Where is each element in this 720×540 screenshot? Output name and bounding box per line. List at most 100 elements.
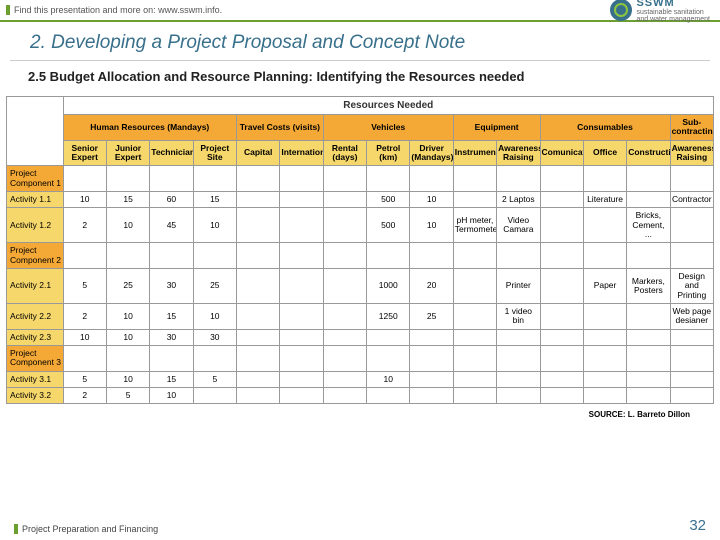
- topbar-text: Find this presentation and more on: www.…: [6, 5, 222, 15]
- data-cell: [540, 269, 583, 304]
- data-cell: [453, 388, 496, 404]
- data-cell: [497, 166, 540, 192]
- data-cell: Web page desianer: [670, 304, 713, 330]
- data-cell: 25: [410, 304, 453, 330]
- data-cell: [236, 329, 279, 345]
- data-cell: Contractor: [670, 191, 713, 207]
- data-cell: [453, 269, 496, 304]
- data-cell: [583, 388, 626, 404]
- data-cell: [323, 371, 366, 387]
- data-cell: [323, 191, 366, 207]
- component-row-label: Project Component 2: [7, 243, 64, 269]
- data-cell: [367, 388, 410, 404]
- activity-row-label: Activity 1.2: [7, 208, 64, 243]
- data-cell: [453, 346, 496, 372]
- data-cell: [150, 243, 193, 269]
- data-cell: [323, 388, 366, 404]
- data-cell: Literature: [583, 191, 626, 207]
- group-header: Consumables: [540, 114, 670, 140]
- data-cell: [540, 346, 583, 372]
- data-cell: 2: [63, 388, 106, 404]
- data-cell: [323, 346, 366, 372]
- data-cell: [410, 329, 453, 345]
- data-cell: [627, 329, 670, 345]
- source-credit: SOURCE: L. Barreto Dillon: [0, 404, 720, 419]
- data-cell: [540, 166, 583, 192]
- data-cell: [280, 243, 323, 269]
- sub-header: Comunication: [540, 140, 583, 166]
- data-cell: 2 Laptos: [497, 191, 540, 207]
- data-cell: [236, 269, 279, 304]
- data-cell: [367, 243, 410, 269]
- data-cell: [583, 166, 626, 192]
- data-cell: [453, 304, 496, 330]
- data-cell: [236, 371, 279, 387]
- sub-header: Office: [583, 140, 626, 166]
- data-cell: [670, 243, 713, 269]
- data-cell: 10: [150, 388, 193, 404]
- logo-sub1: sustainable sanitation: [636, 9, 710, 16]
- group-header: Human Resources (Mandays): [63, 114, 236, 140]
- sub-header: Awareness Raising: [670, 140, 713, 166]
- sub-header: Petrol (km): [367, 140, 410, 166]
- data-cell: 2: [63, 208, 106, 243]
- data-cell: [280, 304, 323, 330]
- group-header: Sub-contracting: [670, 114, 713, 140]
- data-cell: 25: [193, 269, 236, 304]
- data-cell: 1250: [367, 304, 410, 330]
- data-cell: [280, 191, 323, 207]
- group-header: Equipment: [453, 114, 540, 140]
- data-cell: [236, 304, 279, 330]
- sub-header: Instruments: [453, 140, 496, 166]
- data-cell: [540, 304, 583, 330]
- data-cell: [453, 329, 496, 345]
- data-cell: [63, 346, 106, 372]
- data-cell: [323, 166, 366, 192]
- data-cell: [323, 304, 366, 330]
- sub-header: Capital: [236, 140, 279, 166]
- data-cell: 45: [150, 208, 193, 243]
- activity-row-label: Activity 1.1: [7, 191, 64, 207]
- data-cell: [627, 191, 670, 207]
- data-cell: [280, 346, 323, 372]
- data-cell: [63, 166, 106, 192]
- data-cell: [236, 166, 279, 192]
- data-cell: Video Camara: [497, 208, 540, 243]
- activity-row-label: Activity 3.2: [7, 388, 64, 404]
- group-header: Vehicles: [323, 114, 453, 140]
- data-cell: 5: [193, 371, 236, 387]
- data-cell: 5: [63, 371, 106, 387]
- data-cell: 20: [410, 269, 453, 304]
- data-cell: [670, 166, 713, 192]
- data-cell: 30: [150, 329, 193, 345]
- data-cell: [236, 191, 279, 207]
- data-cell: Bricks, Cement, ...: [627, 208, 670, 243]
- component-row-label: Project Component 1: [7, 166, 64, 192]
- activity-row-label: Activity 2.3: [7, 329, 64, 345]
- data-cell: 10: [410, 191, 453, 207]
- data-cell: [583, 371, 626, 387]
- data-cell: [193, 166, 236, 192]
- data-cell: [280, 371, 323, 387]
- data-cell: [453, 243, 496, 269]
- data-cell: [367, 166, 410, 192]
- data-cell: 10: [367, 371, 410, 387]
- activity-row-label: Activity 2.2: [7, 304, 64, 330]
- data-cell: [540, 191, 583, 207]
- data-cell: [670, 329, 713, 345]
- data-cell: [540, 329, 583, 345]
- data-cell: pH meter, Termometer: [453, 208, 496, 243]
- data-cell: [280, 269, 323, 304]
- logo-icon: [610, 0, 632, 21]
- data-cell: [106, 346, 149, 372]
- data-cell: [193, 243, 236, 269]
- data-cell: [63, 243, 106, 269]
- data-cell: 30: [193, 329, 236, 345]
- data-cell: 30: [150, 269, 193, 304]
- data-cell: [106, 243, 149, 269]
- data-cell: 10: [106, 329, 149, 345]
- data-cell: [670, 388, 713, 404]
- data-cell: [410, 243, 453, 269]
- data-cell: [497, 371, 540, 387]
- data-cell: [193, 388, 236, 404]
